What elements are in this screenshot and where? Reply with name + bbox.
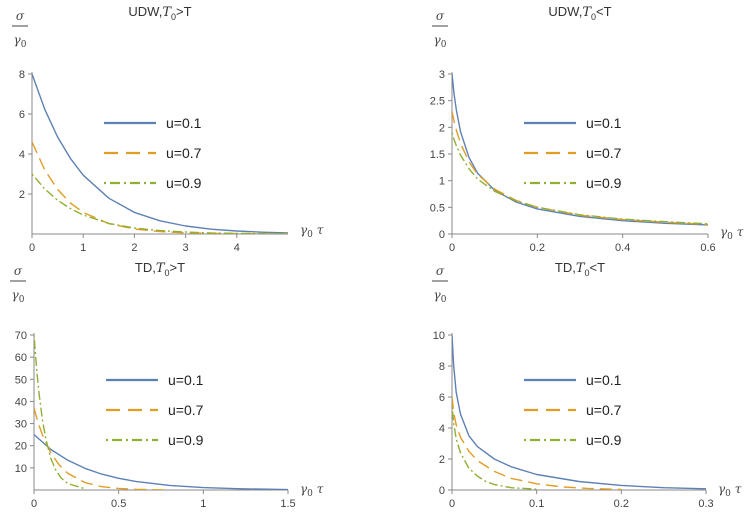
chart-title: UDW,T0>T: [128, 4, 191, 22]
legend-label: u=0.9: [586, 432, 622, 448]
series-line-u-0-7: [34, 407, 170, 490]
y-tick-label: 4: [439, 423, 445, 435]
y-tick-label: 2: [439, 454, 445, 466]
x-tick-label: 3: [183, 242, 189, 254]
legend-label: u=0.7: [586, 145, 622, 161]
y-tick-label: 0: [439, 485, 445, 497]
x-tick-label: 0: [449, 498, 455, 510]
y-tick-label: 0.5: [430, 202, 445, 214]
series-line-u-0-1: [34, 434, 289, 490]
x-tick-label: 0.3: [698, 498, 713, 510]
y-tick-label: 2: [19, 189, 25, 201]
y-label-denominator: γ0: [434, 288, 447, 305]
y-tick-label: 70: [15, 330, 27, 342]
y-tick-label: 4: [19, 149, 25, 161]
y-tick-label: 1.5: [430, 149, 445, 161]
series-line-u-0-9: [32, 173, 289, 234]
x-axis-label: γ0 τ: [720, 225, 744, 242]
legend-label: u=0.1: [168, 372, 204, 388]
x-tick-label: 2: [131, 242, 137, 254]
legend: u=0.1 u=0.7 u=0.9: [104, 115, 202, 191]
y-tick-label: 20: [15, 441, 27, 453]
x-tick-label: 0.4: [615, 242, 630, 254]
series-line-u-0-1: [32, 73, 289, 234]
y-tick-label: 50: [15, 374, 27, 386]
y-tick-label: 30: [15, 419, 27, 431]
legend-label: u=0.9: [586, 175, 622, 191]
y-label-numerator: σ: [436, 9, 445, 23]
chart-title: TD,T0<T: [555, 260, 605, 278]
x-tick-label: 1: [80, 242, 86, 254]
series-line-u-0-1: [452, 334, 707, 490]
series-line-u-0-9: [452, 132, 709, 225]
x-tick-label: 0.2: [530, 242, 545, 254]
x-tick-label: 0.6: [700, 242, 715, 254]
x-tick-label: 1.5: [280, 498, 295, 510]
chart-panel-2: UDW,T0<T σ γ0 γ0 τ 0 0.2 0.4 0.6 0 0.5 1 1.5 2 2.5 3 u=…: [430, 4, 744, 254]
legend-label: u=0.1: [586, 115, 622, 131]
y-tick-label: 3: [439, 69, 445, 81]
y-label-numerator: σ: [16, 9, 25, 23]
legend: u=0.1 u=0.7 u=0.9: [524, 115, 622, 191]
x-tick-label: 0: [29, 242, 35, 254]
legend: u=0.1 u=0.7 u=0.9: [524, 372, 622, 448]
x-axis-label: γ0 τ: [718, 482, 742, 499]
y-tick-label: 1: [439, 176, 445, 188]
y-tick-label: 8: [439, 361, 445, 373]
series-line-u-0-9: [34, 334, 86, 490]
y-axis-label: σ γ0: [432, 264, 448, 305]
x-axis-label: γ0 τ: [300, 223, 324, 240]
y-tick-label: 2.5: [430, 96, 445, 108]
legend-label: u=0.7: [586, 402, 622, 418]
legend: u=0.1 u=0.7 u=0.9: [106, 372, 204, 448]
x-axis-label: γ0 τ: [300, 482, 324, 499]
y-label-numerator: σ: [14, 264, 23, 278]
y-tick-label: 2: [439, 122, 445, 134]
x-tick-label: 4: [234, 242, 240, 254]
legend-label: u=0.1: [166, 115, 202, 131]
y-tick-label: 8: [19, 69, 25, 81]
chart-panel-3: TD,T0>T σ γ0 γ0 τ 0 0.5 1 1.5 10 20 30 40 50 60 70 u=0.…: [10, 260, 324, 510]
chart-title: UDW,T0<T: [548, 4, 611, 22]
y-tick-label: 10: [15, 463, 27, 475]
y-label-numerator: σ: [436, 264, 445, 278]
y-tick-label: 40: [15, 396, 27, 408]
y-axis-label: σ γ0: [12, 9, 28, 50]
y-tick-label: 10: [433, 330, 445, 342]
legend-label: u=0.9: [166, 175, 202, 191]
series-line-u-0-7: [452, 111, 709, 226]
legend-label: u=0.7: [168, 402, 204, 418]
x-tick-label: 0: [31, 498, 37, 510]
legend-label: u=0.7: [166, 145, 202, 161]
chart-panel-1: UDW,T0>T σ γ0 γ0 τ 0 1 2 3 4 2 4 6 8 u=0.1 u=0.7 u=0.9: [12, 4, 324, 254]
y-label-denominator: γ0: [14, 33, 27, 50]
series-line-u-0-9: [452, 406, 537, 490]
legend-label: u=0.1: [586, 372, 622, 388]
legend-label: u=0.9: [168, 432, 204, 448]
y-axis-label: σ γ0: [432, 9, 448, 50]
x-tick-label: 1: [200, 498, 206, 510]
chart-title: TD,T0>T: [135, 260, 185, 278]
y-tick-label: 0: [439, 229, 445, 241]
y-tick-label: 6: [19, 109, 25, 121]
y-axis-label: σ γ0: [10, 264, 26, 305]
x-tick-label: 0.1: [529, 498, 544, 510]
y-tick-label: 6: [439, 392, 445, 404]
x-tick-label: 0.5: [111, 498, 126, 510]
x-tick-label: 0.2: [614, 498, 629, 510]
x-tick-label: 0: [449, 242, 455, 254]
series-line-u-0-1: [452, 73, 709, 226]
series-line-u-0-7: [452, 396, 622, 490]
y-label-denominator: γ0: [434, 33, 447, 50]
y-tick-label: 60: [15, 352, 27, 364]
y-label-denominator: γ0: [12, 288, 25, 305]
